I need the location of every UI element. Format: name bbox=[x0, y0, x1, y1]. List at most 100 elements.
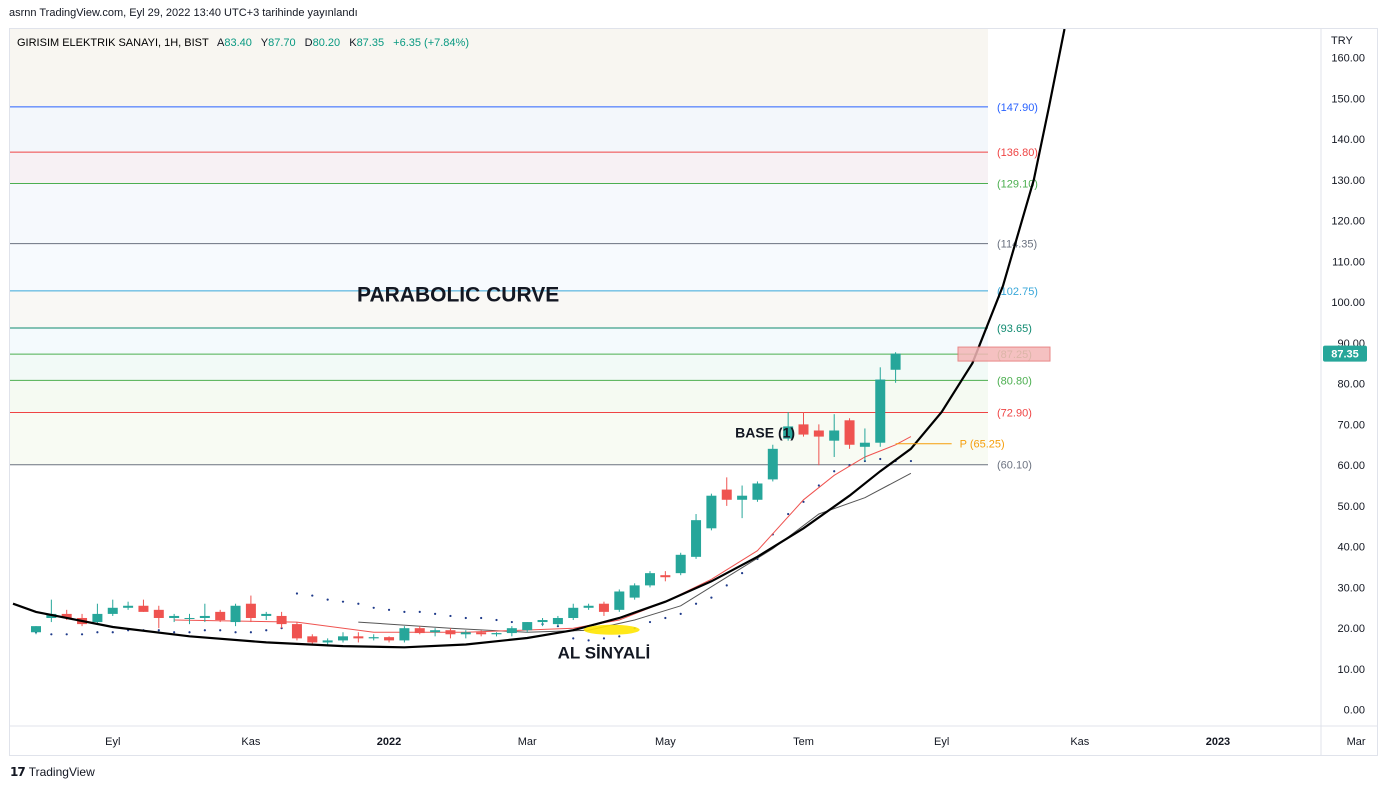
candle bbox=[245, 595, 256, 623]
sar-dot bbox=[418, 610, 421, 613]
price-chart[interactable]: (147.90) (136.80) (129.10) (114.35) (102.75)… bbox=[10, 29, 1377, 755]
candle bbox=[552, 615, 563, 627]
candle-body bbox=[414, 628, 425, 634]
candle-body bbox=[829, 430, 840, 441]
candle-body bbox=[123, 605, 134, 608]
candle bbox=[153, 605, 164, 629]
legend-close: 87.35 bbox=[357, 37, 385, 49]
sar-dot bbox=[587, 639, 590, 642]
pivot-label: P (65.25) bbox=[960, 439, 1005, 451]
legend-ohlc: A83.40 Y87.70 D80.20 K87.35 +6.35 (+7.84… bbox=[217, 37, 469, 49]
candle-body bbox=[460, 632, 471, 635]
candle-body bbox=[598, 603, 609, 612]
fib-band bbox=[10, 380, 988, 413]
candle-body bbox=[614, 591, 625, 610]
candle bbox=[291, 622, 302, 641]
candle bbox=[491, 632, 502, 637]
sar-dot bbox=[203, 629, 206, 632]
sar-dot bbox=[311, 594, 314, 597]
candle bbox=[721, 477, 732, 506]
sar-dot bbox=[787, 512, 790, 516]
candle bbox=[537, 617, 548, 627]
fib-level-label: (72.90) bbox=[997, 408, 1032, 420]
candle bbox=[813, 424, 824, 466]
fib-level-label: (129.10) bbox=[997, 178, 1038, 190]
candle-body bbox=[261, 613, 272, 616]
fib-level-label: (93.65) bbox=[997, 323, 1032, 335]
candle-body bbox=[184, 617, 195, 619]
price-tick-label: 110.00 bbox=[1332, 256, 1365, 268]
candles bbox=[31, 352, 901, 647]
sar-dot bbox=[249, 631, 252, 634]
candle-body bbox=[199, 615, 210, 618]
candle-body bbox=[875, 379, 886, 443]
candle bbox=[583, 603, 594, 610]
price-tick-label: 120.00 bbox=[1331, 216, 1365, 228]
candle-body bbox=[245, 603, 256, 618]
sar-dot bbox=[909, 459, 913, 463]
candle-body bbox=[61, 613, 72, 618]
sar-dot bbox=[464, 616, 467, 620]
candle bbox=[737, 485, 748, 519]
candle bbox=[829, 414, 840, 457]
candle-body bbox=[353, 636, 364, 639]
candle-body bbox=[522, 622, 533, 631]
price-tick-label: 160.00 bbox=[1331, 53, 1365, 65]
candle bbox=[230, 603, 241, 627]
sar-dot bbox=[96, 631, 99, 634]
candle bbox=[660, 571, 671, 582]
fib-band bbox=[10, 412, 988, 465]
candle bbox=[123, 601, 134, 610]
candle-body bbox=[798, 424, 809, 435]
last-price-marker: 87.35 bbox=[1323, 345, 1367, 362]
candle bbox=[445, 628, 456, 639]
fib-band bbox=[10, 152, 988, 184]
sar-dot bbox=[80, 633, 84, 636]
candle bbox=[184, 613, 195, 625]
sar-dot bbox=[234, 631, 237, 634]
candle-body bbox=[307, 636, 318, 643]
moving-averages bbox=[174, 436, 912, 633]
sar-dot bbox=[572, 637, 575, 640]
sar-dot bbox=[449, 614, 452, 618]
fib-level-label: (80.80) bbox=[997, 375, 1032, 387]
currency-label: TRY bbox=[1331, 35, 1353, 47]
sar-dot bbox=[648, 620, 652, 624]
candle bbox=[353, 632, 364, 643]
candle bbox=[752, 481, 763, 502]
candle bbox=[138, 599, 149, 612]
candle bbox=[691, 514, 702, 559]
time-tick-label: Eyl bbox=[934, 736, 949, 748]
sar-dot bbox=[710, 596, 713, 599]
candle bbox=[261, 611, 272, 621]
fib-band bbox=[10, 290, 988, 328]
candle-body bbox=[568, 607, 579, 618]
price-tick-label: 70.00 bbox=[1337, 419, 1365, 431]
candle bbox=[522, 622, 533, 633]
candle-body bbox=[368, 637, 379, 639]
sar-dot bbox=[326, 598, 329, 601]
candle bbox=[783, 412, 794, 441]
last-price-text: 87.35 bbox=[1331, 349, 1359, 361]
sar-dot bbox=[357, 602, 360, 605]
time-tick-label: Eyl bbox=[105, 736, 120, 748]
time-tick-label: Kas bbox=[241, 736, 260, 748]
candle bbox=[598, 601, 609, 616]
candle-body bbox=[445, 630, 456, 635]
sar-dot bbox=[602, 637, 606, 640]
candle-body bbox=[476, 632, 487, 635]
candle-body bbox=[844, 420, 855, 445]
candle-body bbox=[660, 575, 671, 578]
candle bbox=[767, 444, 778, 482]
fib-band bbox=[10, 106, 988, 153]
chart-frame[interactable]: (147.90) (136.80) (129.10) (114.35) (102.75)… bbox=[9, 28, 1378, 756]
candle bbox=[844, 418, 855, 449]
sar-dot bbox=[295, 592, 299, 595]
fib-level-label: (147.90) bbox=[997, 102, 1038, 114]
parabolic-sar bbox=[34, 457, 913, 642]
candle bbox=[629, 583, 640, 600]
sar-dot bbox=[341, 600, 345, 603]
footer-brand: TradingView bbox=[28, 765, 95, 779]
legend: GIRISIM ELEKTRIK SANAYI, 1H, BIST A83.40… bbox=[17, 37, 469, 49]
candle-body bbox=[721, 489, 732, 500]
